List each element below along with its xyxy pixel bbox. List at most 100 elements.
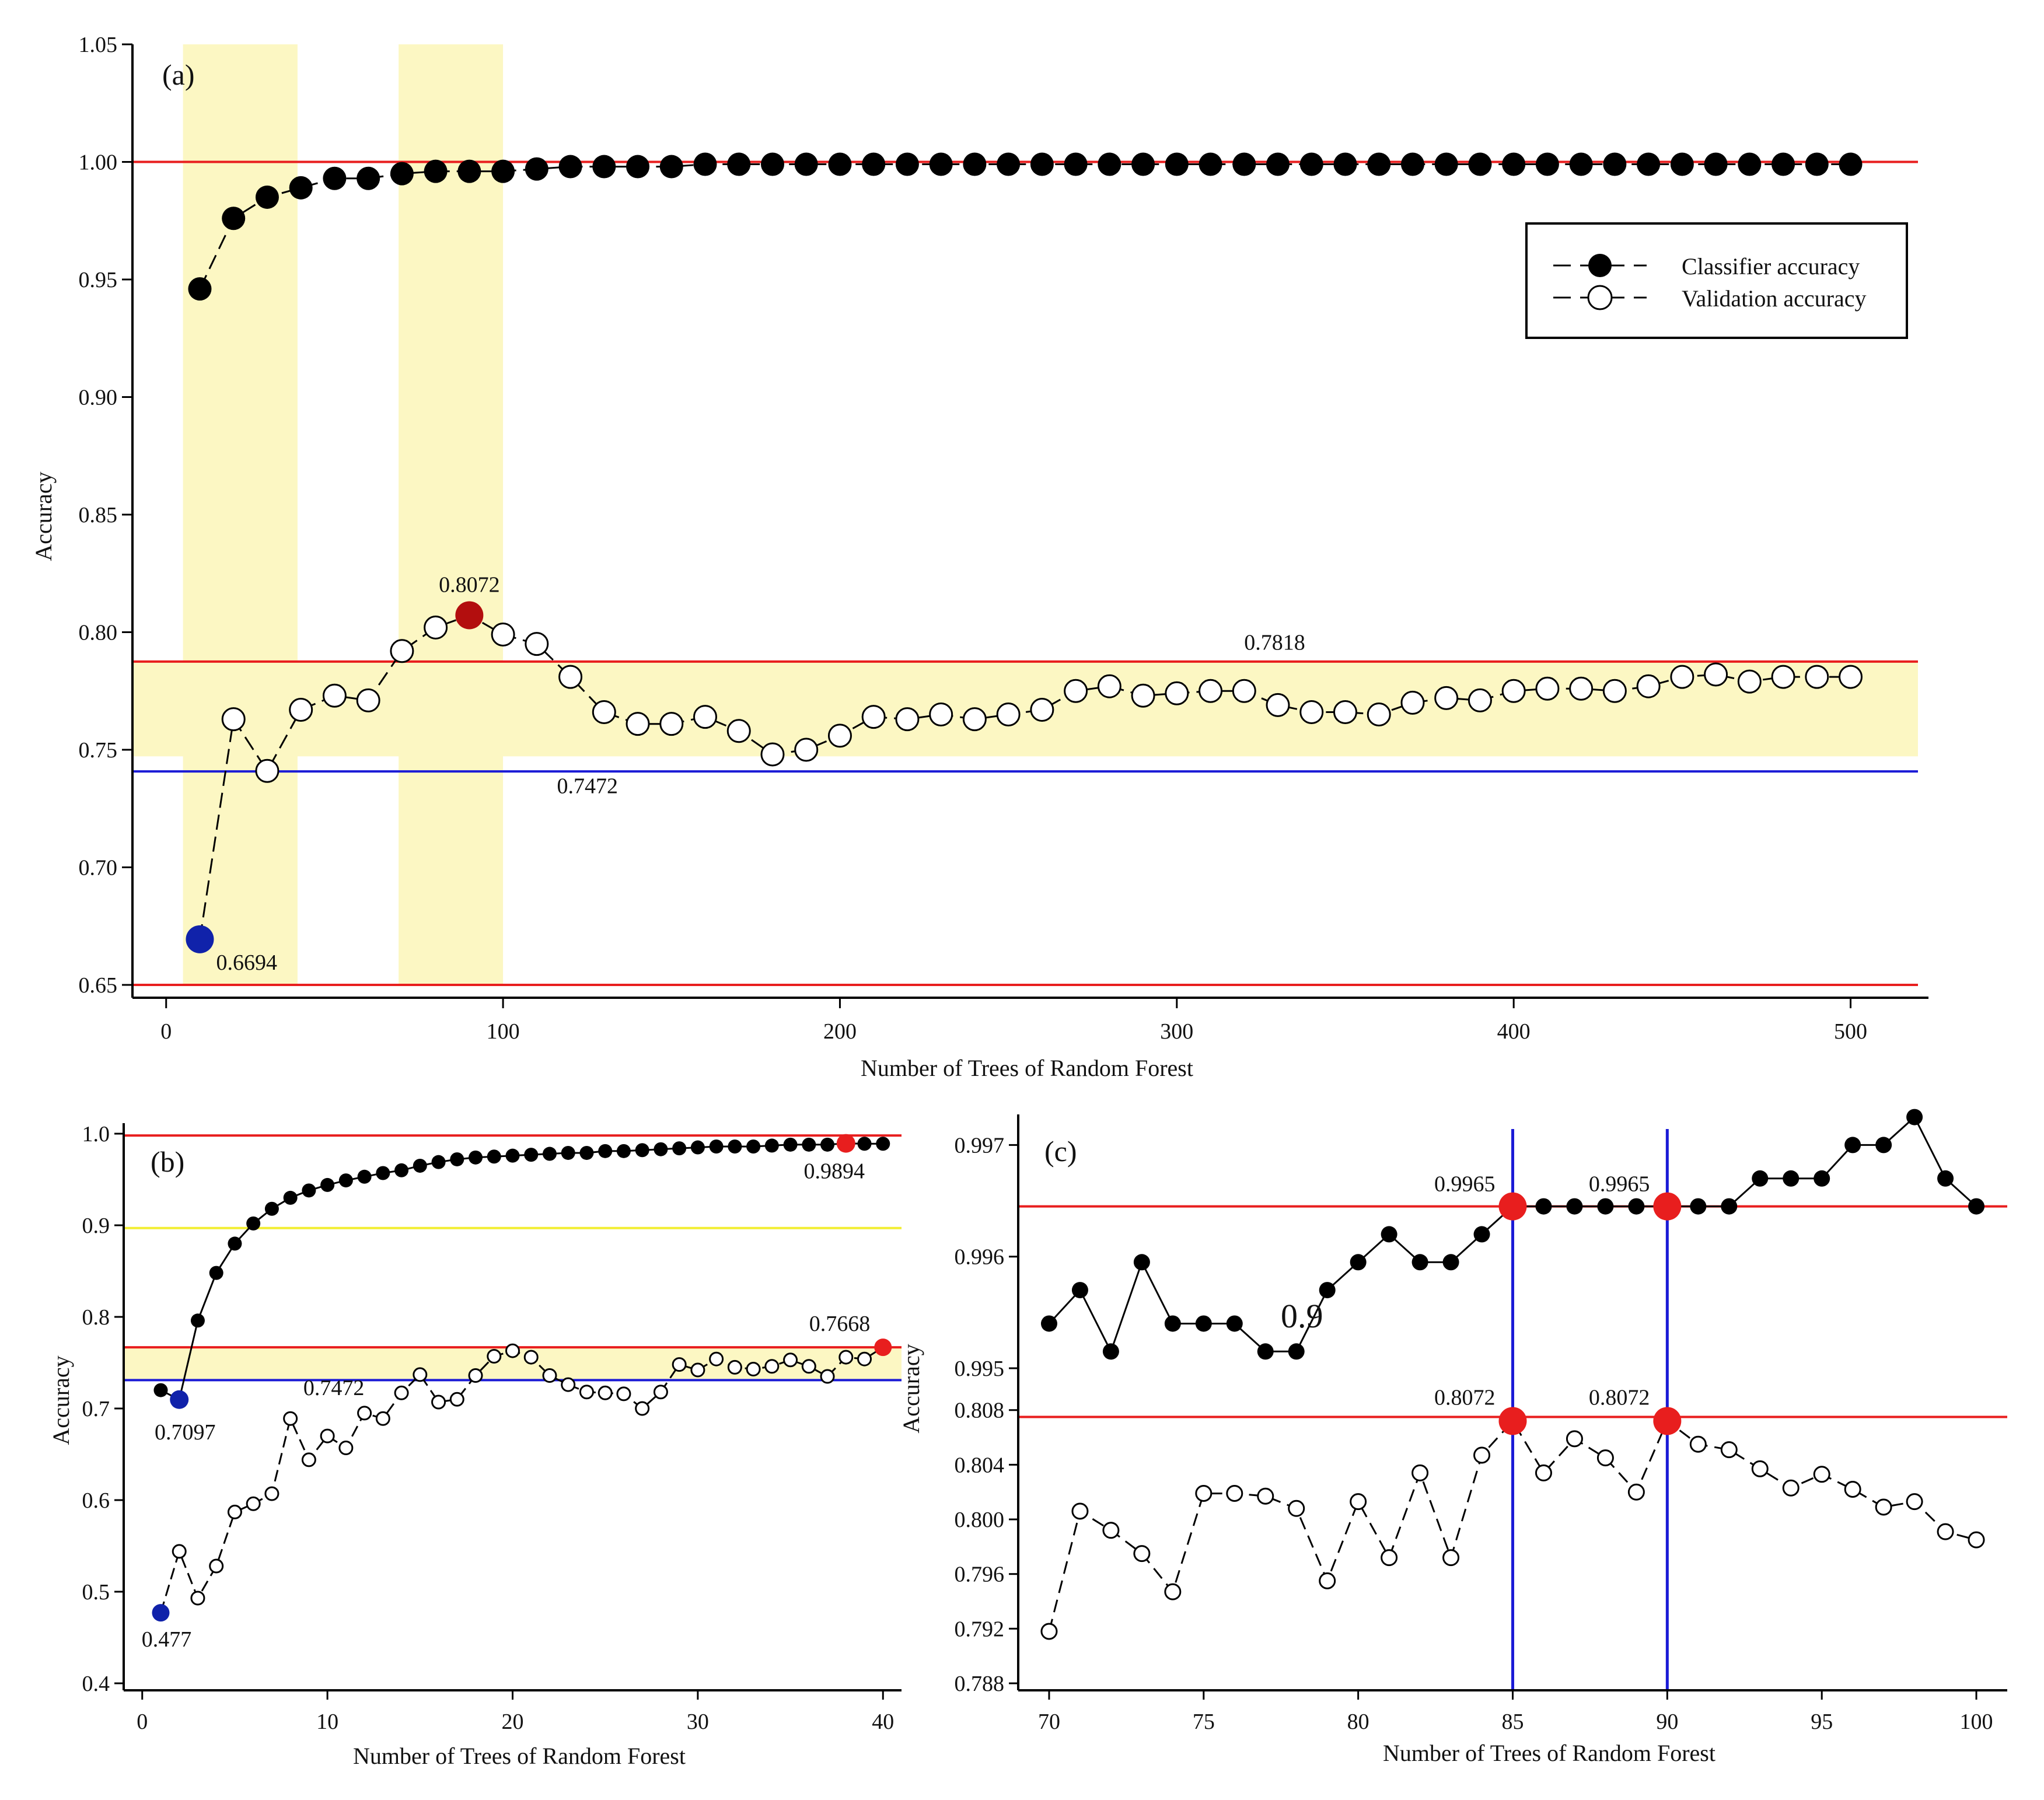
panel-c-x-tick-label: 90 [1656, 1710, 1678, 1734]
panel-b-y-tick-label: 0.7 [82, 1397, 110, 1421]
panel-a-classifier-point [828, 152, 852, 176]
panel-a-classifier-point [963, 152, 987, 176]
panel-b-classifier-point [746, 1139, 761, 1154]
panel-c-upper-highlight-point [1498, 1192, 1527, 1221]
panel-a-classifier-point [1805, 152, 1829, 176]
panel-a-classifier-point [929, 152, 953, 176]
panel-b-classifier-point [876, 1137, 890, 1151]
legend: Classifier accuracy Validation accuracy [1525, 222, 1908, 339]
panel-b-classifier-point [487, 1149, 501, 1164]
panel-a-validation-point [1165, 681, 1189, 705]
panel-b-classifier-point [709, 1139, 724, 1154]
panel-c-upper-highlight-label: 0.9965 [1434, 1172, 1496, 1197]
panel-b-highlight-point [152, 1604, 170, 1622]
panel-b-validation-point [301, 1452, 316, 1467]
panel-b-classifier-point [505, 1148, 520, 1163]
panel-a-classifier-point [323, 166, 347, 190]
panel-a-classifier-point [1603, 152, 1627, 176]
panel-a-x-tick-label: 0 [160, 1019, 172, 1044]
panel-a-reference-label: 0.7818 [1244, 631, 1305, 655]
panel-b-validation-point [801, 1359, 816, 1374]
panel-c-validation-point [1566, 1430, 1583, 1448]
panel-a-classifier-point [1502, 152, 1526, 176]
panel-a-validation-point [1266, 693, 1290, 717]
legend-marker-classifier [1588, 254, 1612, 277]
panel-b-classifier-point [153, 1383, 168, 1397]
panel-b-classifier-point [561, 1145, 575, 1160]
panel-b-classifier-point [728, 1139, 742, 1154]
panel-c-validation-point [1844, 1481, 1861, 1498]
panel-c-validation-point [1411, 1464, 1429, 1481]
panel-b-classifier-point [357, 1169, 372, 1184]
panel-a-x-tick-label: 500 [1834, 1019, 1867, 1044]
panel-a-x-tick-label: 400 [1497, 1019, 1531, 1044]
panel-b-classifier-point [431, 1155, 446, 1169]
panel-b-validation-point [190, 1591, 205, 1606]
panel-c-validation-point [1968, 1531, 1985, 1549]
panel-a-classifier-point [1535, 152, 1559, 176]
panel-a-validation-point [1636, 674, 1661, 698]
panel-b-validation-point [172, 1544, 187, 1559]
panel-a-classifier-point [289, 176, 313, 200]
legend-label-classifier: Classifier accuracy [1682, 253, 1860, 279]
panel-b-classifier-point [764, 1138, 779, 1153]
panel-a-classifier-point [626, 155, 650, 179]
panel-a-label: (a) [162, 58, 195, 91]
panel-a-validation-point [996, 702, 1021, 727]
panel-c-validation-point [1689, 1435, 1707, 1453]
panel-c-classifier-point [1442, 1254, 1459, 1271]
panel-a-classifier-point [424, 159, 448, 183]
panel-a-validation-point [1670, 665, 1694, 689]
panel-b-validation-point [709, 1351, 724, 1366]
panel-b-classifier-point [413, 1158, 427, 1173]
panel-c-y-axis-label: Accuracy [898, 1344, 924, 1433]
panel-a-validation-point [1131, 683, 1155, 708]
panel-b-validation-point [338, 1441, 354, 1456]
panel-a-classifier-point [1772, 152, 1795, 176]
panel-a-x-axis-label: Number of Trees of Random Forest [861, 1055, 1193, 1081]
panel-a-classifier-point [1333, 152, 1357, 176]
panel-b-y-axis-label: Accuracy [48, 1355, 74, 1445]
panel-a-classifier-point [693, 152, 717, 176]
panel-c-classifier-point [1164, 1315, 1181, 1332]
panel-c-classifier-point [1350, 1254, 1367, 1271]
panel-c-classifier-point [1319, 1282, 1336, 1299]
panel-a-validation-point [1434, 686, 1459, 710]
panel-a-highlight-label: 0.6694 [216, 950, 277, 975]
panel-c-validation-point [1442, 1549, 1460, 1567]
panel-a-validation-point [289, 697, 313, 722]
panel-a-highlight-point [455, 601, 484, 630]
panel-c-lower-highlight-point [1498, 1407, 1527, 1435]
panel-a-validation-point [861, 705, 886, 729]
panel-b-classifier-point [802, 1137, 816, 1152]
panel-c-classifier-point [1906, 1109, 1923, 1126]
panel-a-classifier-point [491, 159, 515, 183]
panel-b-highlight-point [836, 1134, 855, 1153]
panel-c-classifier-point [1257, 1343, 1274, 1360]
panel-a-validation-point [1535, 676, 1560, 701]
panel-b-y-tick-label: 0.4 [82, 1672, 110, 1696]
panel-c-validation-point [1473, 1446, 1491, 1464]
panel-c-validation-point [1627, 1483, 1645, 1501]
panel-a-classifier-point [188, 277, 212, 301]
panel-c-validation-point [1596, 1449, 1614, 1467]
panel-a-classifier-point [222, 207, 246, 230]
panel-a-vertical-band [183, 44, 298, 985]
panel-c-validation-point [1071, 1502, 1089, 1520]
panel-c-validation-point [1195, 1485, 1213, 1502]
panel-b-validation-point [487, 1349, 502, 1364]
panel-a-validation-point [1569, 676, 1594, 701]
panel-c-validation-point [1906, 1493, 1923, 1511]
panel-a-highlight-point [186, 925, 214, 953]
panel-a-validation-point [962, 707, 987, 732]
panel-b-validation-point [635, 1401, 650, 1416]
panel-a-validation-point [491, 623, 515, 647]
panel-a-classifier-point [895, 152, 919, 176]
panel-b-classifier-point [542, 1147, 557, 1161]
panel-a-y-axis-label: Accuracy [30, 471, 57, 561]
panel-a-classifier-point [1637, 152, 1661, 176]
panel-a-validation-point [1367, 702, 1391, 727]
panel-b-validation-point [468, 1368, 483, 1383]
panel-a-validation-point [794, 738, 819, 762]
panel-b-classifier-point [302, 1183, 316, 1198]
